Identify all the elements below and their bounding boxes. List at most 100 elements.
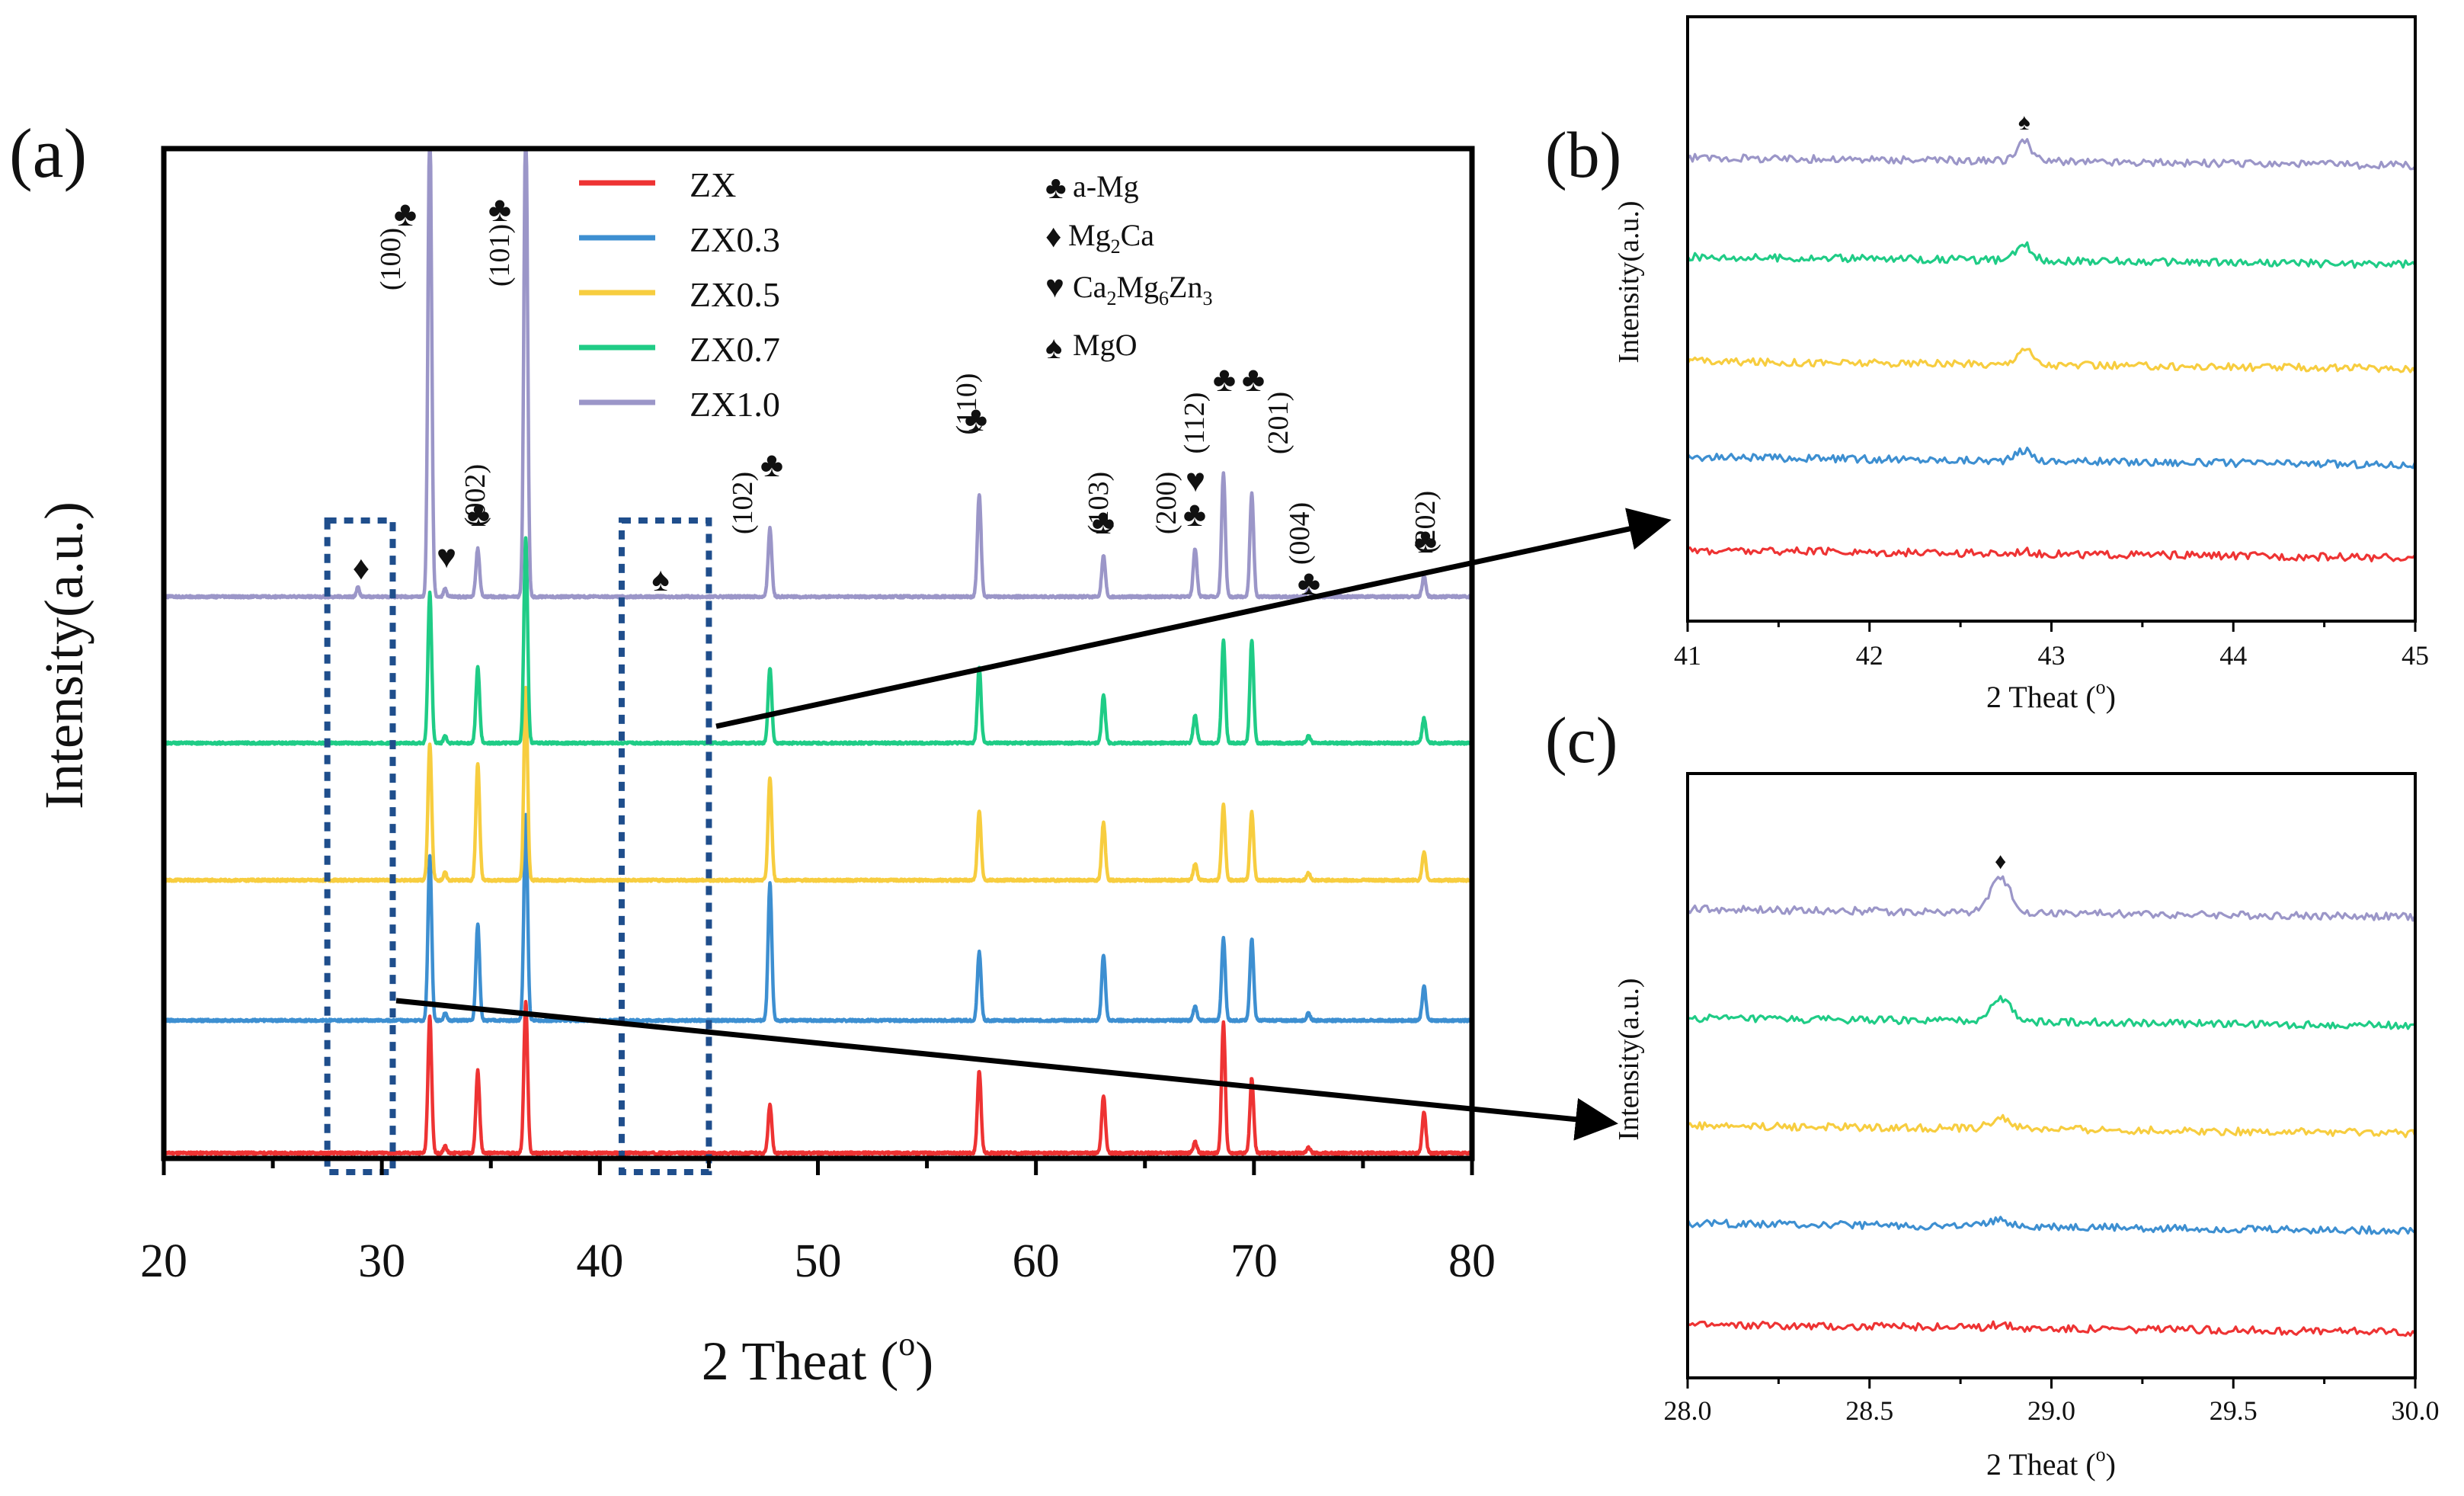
peak-symbol: ♣ [965,399,987,438]
peak-hkl-label: (201) [1262,392,1294,454]
panel-a-x-label: 2 Theat (o) [702,1325,934,1392]
peak-symbol: ♣ [1092,502,1115,541]
panel-b-traces [1686,138,2417,562]
inset-trace-ZX0.7 [1687,995,2416,1030]
inset-trace-ZX0.3 [1686,447,2417,469]
peak-hkl-label: (112) [1179,392,1211,454]
panel-b: (b) ♠ 41 42 43 44 45 Intensity(a.u.) 2 Theat… [1545,15,2429,714]
panel-c-y-label: Intensity(a.u.) [1613,978,1645,1140]
peak-hkl-label: (103) [1083,472,1115,534]
phase-legend-symbol: ♦ [1045,219,1061,255]
inset-trace-ZX0.3 [1686,1216,2416,1235]
phase-legend: ♣ a-Mg ♦ Mg2Ca ♥ Ca2Mg6Zn3 ♠ MgO [1045,169,1212,366]
x-tick-label: 20 [140,1235,187,1287]
inset-x-tick-label: 41 [1674,640,1701,671]
inset-trace-ZX1.0 [1686,875,2417,922]
legend-label-ZX0.7: ZX0.7 [690,330,780,369]
panel-b-x-tick-labels: 41 42 43 44 45 [1674,640,2429,671]
panel-b-frame [1686,15,2417,623]
inset-trace-ZX [1687,1320,2417,1337]
peak-hkl-label: (200) [1150,472,1182,534]
zoom-arrows [395,508,1672,1141]
panel-b-y-label: Intensity(a.u.) [1613,200,1645,363]
phase-legend-label: Ca2Mg6Zn3 [1073,270,1212,309]
panel-a-traces [162,149,1474,1156]
peak-symbol: ♣ [467,495,490,533]
x-tick-label: 50 [795,1235,842,1287]
inset-x-tick-label: 44 [2219,640,2247,671]
phase-legend-label: MgO [1073,328,1137,362]
peak-symbol: ♣ [1213,360,1236,399]
peak-symbol: ♣ [1242,360,1265,399]
legend-label-ZX0.3: ZX0.3 [690,220,780,259]
panel-c-x-tick-labels: 28.0 28.5 29.0 29.5 30.0 [1664,1395,2440,1426]
peak-hkl-label: (004) [1284,502,1316,565]
peak-symbol: ♣ [760,445,783,484]
peak-symbol: ♣ [1414,521,1437,560]
xrd-trace-ZX [162,999,1474,1156]
phase-legend-symbol: ♣ [1045,171,1067,206]
inset-trace-ZX [1687,546,2417,562]
inset-x-tick-label: 28.5 [1845,1395,1893,1426]
inset-trace-ZX0.7 [1686,241,2417,269]
peak-hkl-label: (202) [1410,491,1442,553]
peak-hkl-label: (110) [951,373,983,435]
inset-x-tick-label: 42 [1856,640,1883,671]
phase-legend-label: a-Mg [1073,169,1139,203]
peak-hkl-label: (002) [459,464,491,527]
panel-b-peak-marker: ♠ [2018,110,2030,135]
zoom-box-1 [618,517,712,1175]
peak-symbol: ♣ [394,194,417,233]
x-tick-label: 30 [358,1235,405,1287]
phase-legend-label: Mg2Ca [1068,218,1154,258]
panel-b-label: (b) [1545,118,1621,191]
inset-x-tick-label: 29.5 [2210,1395,2258,1426]
x-tick-label: 80 [1448,1235,1496,1287]
panel-c: (c) ♦ 28.0 28.5 29.0 29.5 30.0 Intensity(a.u… [1545,703,2440,1482]
inset-trace-ZX0.5 [1687,1113,2417,1139]
peak-hkl-label: (100) [375,228,407,290]
inset-x-tick-label: 30.0 [2392,1395,2440,1426]
arrow-to-panel-c [395,998,1618,1141]
panel-c-label: (c) [1545,703,1618,777]
panel-a-zoom-boxes [324,517,712,1175]
panel-b-x-label: 2 Theat (o) [1986,676,2116,714]
peak-symbol: ♣ [488,190,511,229]
inset-x-tick-label: 29.0 [2027,1395,2075,1426]
legend-label-ZX: ZX [690,165,736,204]
minor-phase-symbol: ♦ [353,549,370,587]
arrow-to-panel-b [715,508,1672,729]
inset-trace-ZX0.5 [1686,348,2417,373]
series-legend: ZX ZX0.3 ZX0.5 ZX0.7 ZX1.0 [579,165,780,424]
panel-a-frame [161,146,1475,1161]
minor-phase-symbol: ♥ [1186,462,1205,499]
panel-a-y-label: Intensity(a.u.) [34,501,94,809]
xrd-trace-ZX0.5 [162,685,1474,883]
panel-c-frame [1686,772,2417,1379]
panel-c-x-ticks [1686,1378,2417,1389]
panel-a-peak-labels: ♣(100)♣(002)♣(101)♣(102)♣(110)♣(103) ♣(20… [353,190,1442,602]
panel-a-label: (a) [9,114,87,192]
minor-phase-symbol: ♠ [651,561,669,598]
inset-peak-symbol: ♦ [1995,849,2006,874]
panel-c-x-label: 2 Theat (o) [1986,1443,2116,1482]
peak-hkl-label: (101) [484,224,516,287]
panel-a-x-tick-labels: 20 30 40 50 60 70 80 [140,1235,1496,1287]
peak-symbol: ♣ [1183,495,1206,533]
panel-c-traces [1686,875,2417,1337]
inset-x-tick-label: 43 [2038,640,2066,671]
inset-trace-ZX1.0 [1686,138,2417,171]
legend-label-ZX1.0: ZX1.0 [690,385,780,424]
peak-hkl-label: (102) [727,472,759,534]
inset-peak-symbol: ♠ [2018,110,2030,135]
xrd-trace-ZX1.0 [162,149,1474,600]
inset-x-tick-label: 28.0 [1664,1395,1712,1426]
xrd-trace-ZX0.3 [162,812,1474,1023]
x-tick-label: 60 [1013,1235,1060,1287]
minor-phase-symbol: ♥ [437,538,456,575]
phase-legend-symbol: ♠ [1045,331,1062,366]
panel-c-peak-marker: ♦ [1995,849,2006,874]
phase-legend-symbol: ♥ [1045,270,1064,305]
zoom-box-0 [324,517,396,1175]
